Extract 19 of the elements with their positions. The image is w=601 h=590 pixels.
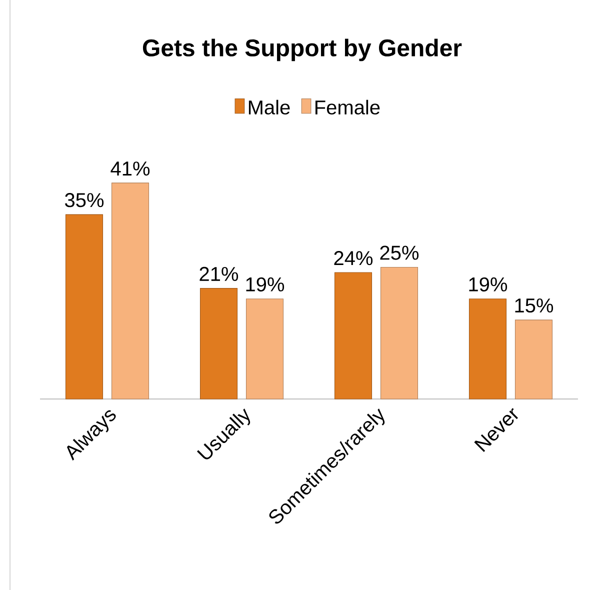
data-label: 19% [246, 277, 284, 292]
bar [65, 214, 104, 400]
bar [334, 272, 372, 400]
chart-title: Gets the Support by Gender [142, 38, 462, 62]
legend-label: Female [315, 100, 380, 115]
data-label: 35% [64, 193, 104, 208]
bar [468, 298, 507, 400]
data-label: 21% [200, 266, 238, 281]
bar [246, 298, 284, 400]
data-label: 25% [380, 246, 419, 260]
bar [380, 266, 418, 400]
data-label: 24% [334, 251, 373, 266]
data-label: 15% [515, 298, 554, 313]
bar [111, 182, 150, 400]
legend-label: Male [248, 100, 290, 115]
bar [514, 320, 553, 400]
data-label: 41% [110, 162, 150, 176]
bar [200, 288, 238, 400]
data-label: 19% [469, 277, 508, 292]
